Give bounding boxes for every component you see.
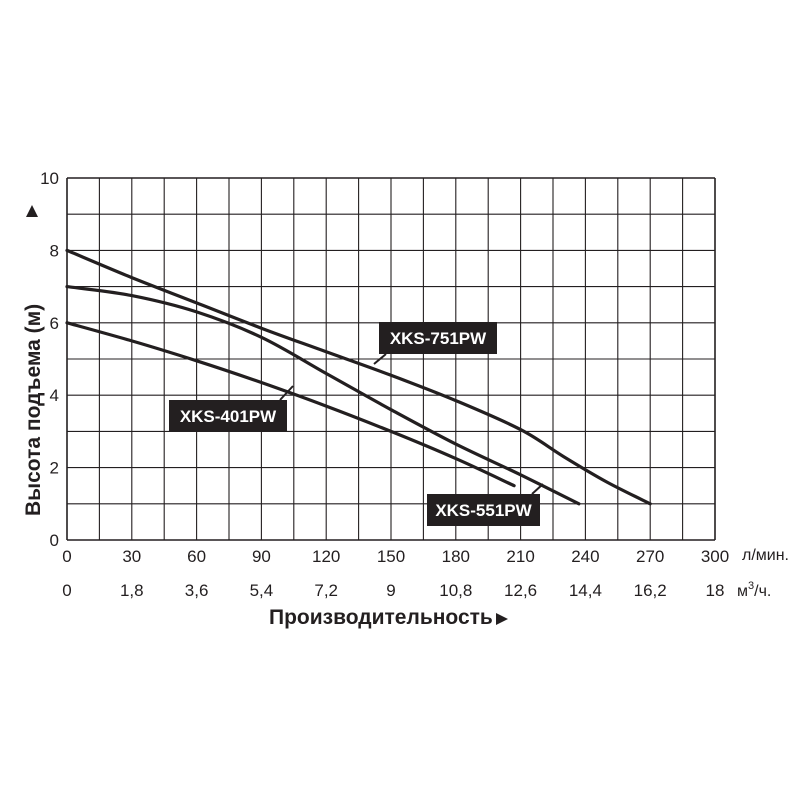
- x-tick-label: 30: [122, 547, 141, 566]
- x-tick-label: 0: [62, 547, 71, 566]
- x-tick-label: 240: [571, 547, 599, 566]
- x-tick-label: 150: [377, 547, 405, 566]
- label-leader-line: [531, 483, 544, 495]
- x-tick-label-secondary: 14,4: [569, 581, 602, 600]
- series-label-text: XKS-401PW: [180, 407, 277, 426]
- y-axis-arrow-icon: [26, 205, 38, 217]
- series-xks-401pw-line: [65, 321, 516, 488]
- series-xks-751pw-line: [65, 248, 652, 506]
- x-tick-label-secondary: 10,8: [439, 581, 472, 600]
- series-labels: XKS-751PW XKS-551PW XKS-401PW: [169, 322, 544, 526]
- x-tick-label-secondary: 0: [62, 581, 71, 600]
- x-tick-label-secondary: 1,8: [120, 581, 144, 600]
- y-tick-label: 8: [50, 241, 59, 260]
- y-tick-label: 4: [50, 386, 59, 405]
- series-label-xks-401pw: XKS-401PW: [169, 385, 294, 432]
- label-box: [427, 494, 540, 526]
- x-tick-label-secondary: 5,4: [250, 581, 274, 600]
- label-box: [379, 322, 497, 354]
- label-leader-line: [279, 385, 294, 401]
- y-tick-label: 10: [40, 169, 59, 188]
- y-tick-label: 2: [50, 459, 59, 478]
- x-axis-title: Производительность: [269, 606, 493, 629]
- series-xks-551pw-line: [65, 285, 581, 506]
- x-tick-label-secondary: 18: [706, 581, 725, 600]
- x-tick-label: 60: [187, 547, 206, 566]
- label-leader-line: [373, 353, 387, 365]
- x-tick-label-secondary: 12,6: [504, 581, 537, 600]
- series-label-xks-551pw: XKS-551PW: [427, 483, 544, 526]
- x-tick-label: 180: [442, 547, 470, 566]
- x-tick-label-secondary: 16,2: [634, 581, 667, 600]
- curves: [65, 248, 652, 506]
- label-box: [169, 400, 287, 432]
- x-tick-label: 90: [252, 547, 271, 566]
- x-unit-primary: л/мин.: [742, 547, 789, 564]
- x-tick-label: 270: [636, 547, 664, 566]
- series-label-xks-751pw: XKS-751PW: [373, 322, 497, 365]
- x-tick-label-secondary: 7,2: [314, 581, 338, 600]
- series-label-text: XKS-751PW: [390, 329, 487, 348]
- x-tick-label: 210: [506, 547, 534, 566]
- x-unit-secondary: м3/ч.: [737, 580, 771, 600]
- x-tick-label-secondary: 3,6: [185, 581, 209, 600]
- series-label-text: XKS-551PW: [435, 501, 532, 520]
- x-tick-label: 300: [701, 547, 729, 566]
- x-tick-label-secondary: 9: [386, 581, 395, 600]
- y-tick-label: 6: [50, 314, 59, 333]
- x-tick-label: 120: [312, 547, 340, 566]
- y-tick-label: 0: [50, 531, 59, 550]
- y-axis-title: Высота подъема (м): [22, 304, 45, 516]
- x-axis-arrow-icon: [496, 613, 508, 625]
- grid: [66, 177, 716, 541]
